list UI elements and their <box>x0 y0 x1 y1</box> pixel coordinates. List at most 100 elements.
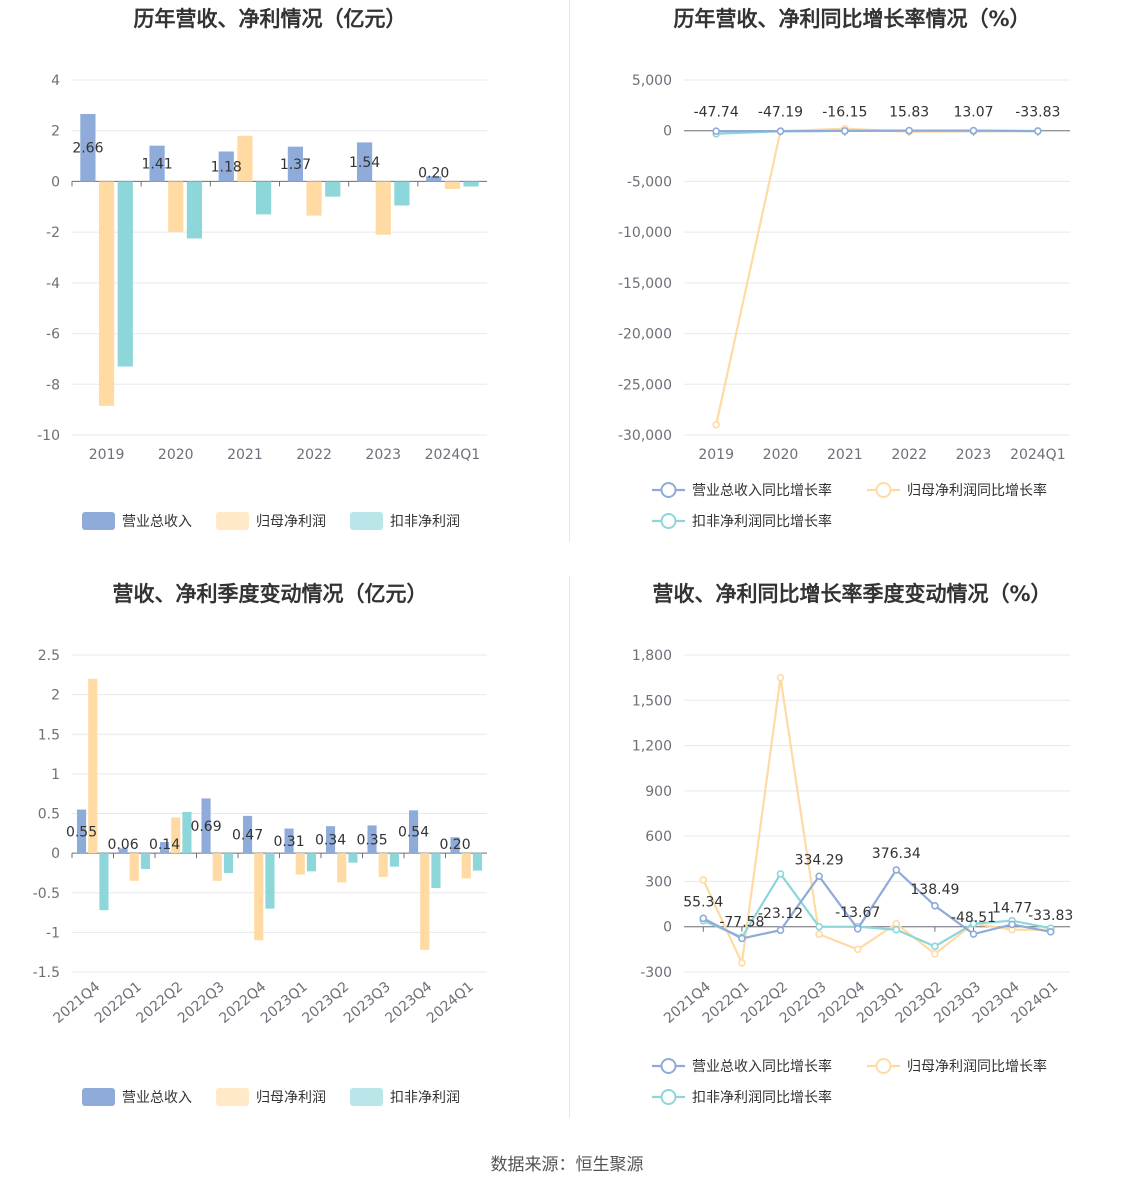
y-tick-label: 1 <box>51 767 60 783</box>
chart-quarterly-bar: 营收、净利季度变动情况（亿元） 2.5 2 1.5 1 0.5 0 -0.5 -1 -1.5 202… <box>0 576 567 1152</box>
chart-title: 历年营收、净利情况（亿元） <box>134 7 407 31</box>
y-tick-label: -20,000 <box>618 327 672 343</box>
bar-营业总收入 <box>118 848 128 854</box>
x-tick-label: 2020 <box>763 447 799 463</box>
bar-营业总收入 <box>201 798 211 854</box>
point-营业总收入同比增长率 <box>841 127 849 135</box>
quarterly-line-svg: 营收、净利同比增长率季度变动情况（%） 1,800 1,500 1,200 900 600… <box>632 582 1073 1106</box>
x-tick-label: 2020 <box>158 447 194 463</box>
point-归母净利润同比增长率 <box>853 945 862 954</box>
bar-营业总收入 <box>159 842 170 854</box>
bar-营业总收入 <box>426 176 442 182</box>
point-营业总收入同比增长率 <box>738 934 746 943</box>
bar-营业总收入 <box>80 113 96 182</box>
x-tick-label: 2023 <box>365 447 401 463</box>
y-tick-label: -4 <box>46 276 60 292</box>
y-tick-label: -10,000 <box>618 225 672 241</box>
y-tick-label: 2 <box>51 688 60 704</box>
divider-top <box>569 0 570 542</box>
bar-扣非净利润 <box>389 853 400 867</box>
bar-营业总收入 <box>218 151 234 182</box>
point-扣非净利润同比增长率 <box>776 870 785 878</box>
point-营业总收入同比增长率 <box>853 924 862 933</box>
legend-label: 归母净利润 <box>256 1089 326 1106</box>
y-tick-label: 2.5 <box>38 648 60 664</box>
y-tick-label: -6 <box>46 327 60 343</box>
data-label: -23.12 <box>758 906 803 922</box>
bar-扣非净利润 <box>463 181 479 187</box>
annual-line-svg: 历年营收、净利同比增长率情况（%） 5,000 0 -5,000 -10,000 -15,… <box>618 7 1070 530</box>
annual-bar-svg: 历年营收、净利情况（亿元） 4 2 0 -2 -4 -6 -8 -10 2019 2020 2021 2… <box>37 7 487 530</box>
y-tick-label: -25,000 <box>618 377 672 393</box>
point-营业总收入同比增长率 <box>712 127 720 135</box>
bar-归母净利润 <box>295 853 305 875</box>
data-label: 0.20 <box>418 165 449 181</box>
bar-营业总收入 <box>356 142 373 182</box>
point-营业总收入同比增长率 <box>1046 928 1055 936</box>
data-label: 0.54 <box>398 825 429 841</box>
line-归母净利润同比增长率 <box>715 127 1038 426</box>
data-label: 13.07 <box>953 105 993 121</box>
data-label: 0.20 <box>439 837 470 853</box>
bar-扣非净利润 <box>140 853 151 869</box>
bar-扣非净利润 <box>182 811 192 854</box>
bar-营业总收入 <box>149 145 165 182</box>
legend-label: 扣非净利润 <box>390 1090 460 1106</box>
data-label: -48.51 <box>951 910 996 926</box>
bar-归母净利润 <box>212 853 222 881</box>
point-归母净利润同比增长率 <box>712 421 720 429</box>
y-tick-label: 0 <box>51 174 60 190</box>
bar-扣非净利润 <box>117 181 133 367</box>
legend-label: 扣非净利润 <box>390 514 460 530</box>
data-source: 数据来源：恒生聚源 <box>490 1155 644 1175</box>
y-tick-label: -0.5 <box>33 886 60 902</box>
point-归母净利润同比增长率 <box>931 950 939 958</box>
chart-quarterly-line: 营收、净利同比增长率季度变动情况（%） 1,800 1,500 1,200 900 600… <box>567 576 1134 1152</box>
bar-归母净利润 <box>337 853 347 883</box>
bar-归母净利润 <box>237 135 253 182</box>
y-tick-label: -2 <box>46 225 60 241</box>
bar-归母净利润 <box>378 853 388 877</box>
quarterly-bar-svg: 营收、净利季度变动情况（亿元） 2.5 2 1.5 1 0.5 0 -0.5 -1 -1.5 202… <box>33 582 487 1106</box>
bar-扣非净利润 <box>348 853 358 863</box>
bar-营业总收入 <box>325 826 336 854</box>
bar-扣非净利润 <box>306 853 317 872</box>
y-tick-label: 1.5 <box>38 727 60 743</box>
point-营业总收入同比增长率 <box>969 126 978 135</box>
data-label: 0.69 <box>190 819 221 835</box>
bar-扣非净利润 <box>472 853 483 871</box>
chart-annual-line: 历年营收、净利同比增长率情况（%） 5,000 0 -5,000 -10,000 -15,… <box>567 0 1134 576</box>
x-tick-label: 2024Q1 <box>425 447 481 463</box>
bar-营业总收入 <box>408 810 419 854</box>
data-label: -33.83 <box>1015 105 1060 121</box>
x-tick-label: 2019 <box>89 447 125 463</box>
y-tick-label: 600 <box>645 829 672 845</box>
chart-annual-bar: 历年营收、净利情况（亿元） 4 2 0 -2 -4 -6 -8 -10 2019 2020 2021 2… <box>0 0 567 576</box>
bar-归母净利润 <box>254 853 264 941</box>
line-归母净利润同比增长率 <box>702 677 1051 967</box>
line-营业总收入同比增长率 <box>716 129 1038 133</box>
data-label: 1.37 <box>280 157 311 173</box>
point-归母净利润同比增长率 <box>892 919 901 928</box>
data-label: 0.14 <box>149 837 180 853</box>
point-营业总收入同比增长率 <box>905 126 913 135</box>
y-tick-label: 0 <box>663 124 672 140</box>
bar-扣非净利润 <box>265 853 275 909</box>
bar-营业总收入 <box>242 815 253 854</box>
y-tick-label: -8 <box>46 377 60 393</box>
legend-marker <box>875 1058 892 1074</box>
bar-扣非净利润 <box>325 181 341 197</box>
bar-归母净利润 <box>88 678 98 854</box>
point-扣非净利润同比增长率 <box>815 922 823 931</box>
bar-归母净利润 <box>420 853 430 950</box>
bar-扣非净利润 <box>186 181 203 239</box>
legend-swatch <box>216 1088 249 1106</box>
point-营业总收入同比增长率 <box>892 866 901 874</box>
data-label: 0.34 <box>315 833 346 849</box>
legend-swatch <box>82 512 115 530</box>
bar-扣非净利润 <box>99 853 109 911</box>
data-label: 376.34 <box>872 846 921 862</box>
point-营业总收入同比增长率 <box>969 930 978 938</box>
bar-归母净利润 <box>168 181 184 233</box>
legend-marker <box>875 482 892 498</box>
